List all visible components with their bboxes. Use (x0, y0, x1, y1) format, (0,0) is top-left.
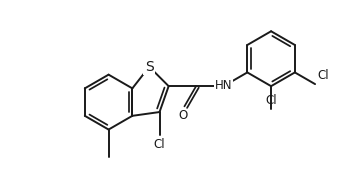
Text: Cl: Cl (265, 94, 277, 107)
Text: O: O (179, 109, 188, 122)
Text: Cl: Cl (154, 138, 165, 151)
Text: S: S (145, 60, 154, 74)
Text: HN: HN (215, 79, 232, 92)
Text: Cl: Cl (317, 69, 329, 82)
